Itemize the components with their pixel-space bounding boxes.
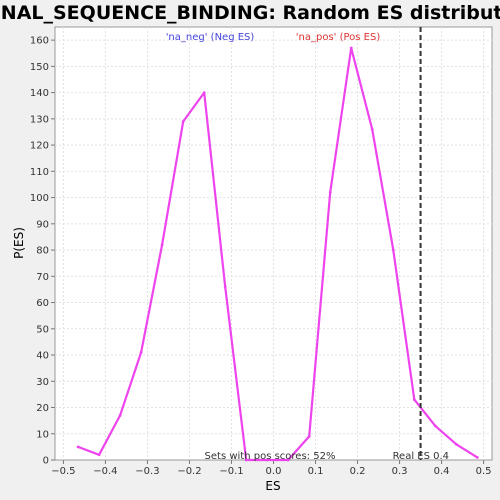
y-tick-label: 70 <box>36 272 49 283</box>
x-tick-label: 0.4 <box>434 466 450 477</box>
data-point <box>76 445 80 449</box>
y-tick-label: 150 <box>30 62 49 73</box>
data-point <box>433 424 437 428</box>
legend-pos: 'na_pos' (Pos ES) <box>296 32 381 43</box>
y-tick-label: 50 <box>36 324 49 335</box>
data-point <box>370 127 374 131</box>
data-point <box>244 458 248 462</box>
y-tick-label: 0 <box>43 456 49 467</box>
data-point <box>265 458 269 462</box>
chart-title: SIGNAL_SEQUENCE_BINDING: Random ES distr… <box>0 2 500 24</box>
y-tick-label: 130 <box>30 114 49 125</box>
data-point <box>286 458 290 462</box>
x-tick-label: −0.5 <box>51 466 75 477</box>
y-tick-label: 110 <box>30 167 49 178</box>
y-tick-label: 120 <box>30 141 49 152</box>
x-tick-label: 0.2 <box>350 466 366 477</box>
data-point <box>160 243 164 247</box>
y-tick-label: 90 <box>36 219 49 230</box>
distribution-line <box>76 46 479 462</box>
data-point <box>223 285 227 289</box>
x-axis-label: ES <box>265 479 280 493</box>
legend-neg: 'na_neg' (Neg ES) <box>166 32 255 43</box>
real-es-label: Real ES 0.4 <box>393 451 449 462</box>
y-tick-label: 30 <box>36 377 49 388</box>
y-tick-label: 60 <box>36 298 49 309</box>
data-point <box>349 46 353 50</box>
marker-layer: Real ES 0.4 <box>393 27 449 462</box>
x-tick-label: 0.3 <box>392 466 408 477</box>
data-point <box>412 398 416 402</box>
y-tick-label: 10 <box>36 429 49 440</box>
x-tick-label: −0.3 <box>135 466 159 477</box>
y-tick-label: 160 <box>30 36 49 47</box>
x-tick-label: 0.1 <box>308 466 324 477</box>
series-layer <box>76 46 479 462</box>
data-point <box>307 434 311 438</box>
x-tick-label: −0.2 <box>177 466 201 477</box>
x-tick-label: 0.0 <box>266 466 282 477</box>
y-tick-label: 80 <box>36 246 49 257</box>
data-point <box>202 91 206 95</box>
y-tick-label: 140 <box>30 88 49 99</box>
data-point <box>97 453 101 457</box>
data-point <box>328 190 332 194</box>
data-point <box>475 455 479 459</box>
x-tick-label: −0.4 <box>93 466 117 477</box>
y-axis-label: P(ES) <box>12 227 26 259</box>
y-tick-label: 40 <box>36 351 49 362</box>
pos-scores-annotation: Sets with pos scores: 52% <box>205 451 336 462</box>
data-point <box>391 248 395 252</box>
y-tick-label: 100 <box>30 193 49 204</box>
data-point <box>118 413 122 417</box>
data-point <box>139 351 143 354</box>
axes: 0 10 20 30 40 50 60 70 80 90 100 110 120 130 140 150 160… <box>30 36 492 477</box>
grid <box>55 27 492 460</box>
data-point <box>181 120 185 123</box>
data-point <box>454 442 458 446</box>
x-tick-label: −0.1 <box>219 466 243 477</box>
y-tick-label: 20 <box>36 403 49 414</box>
x-tick-label: 0.5 <box>476 466 492 477</box>
